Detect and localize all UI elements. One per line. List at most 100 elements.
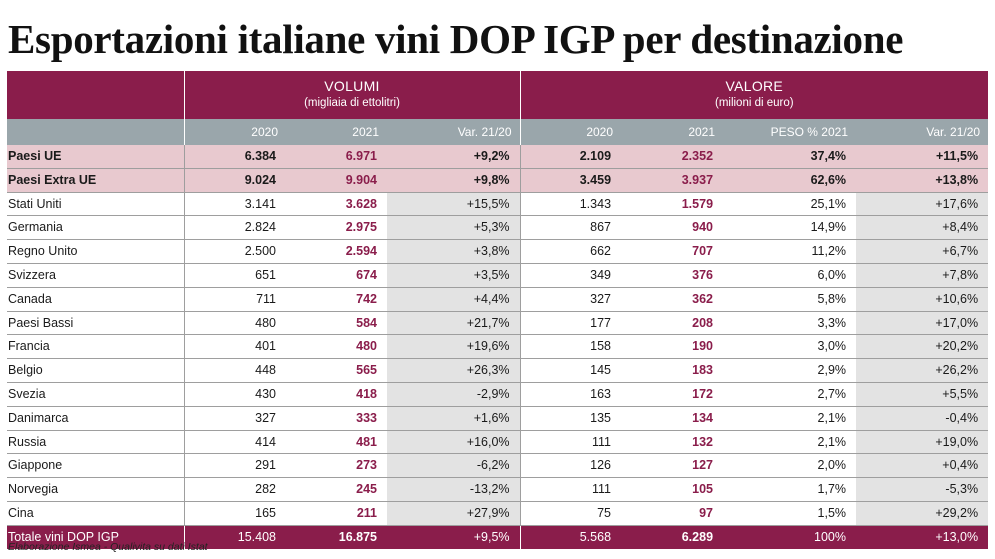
table-cell: +8,4%	[856, 215, 989, 241]
table-cell: 97	[621, 501, 724, 526]
table-body: Paesi UE 6.384 6.971 +9,2% 2.109 2.352 37,4% +1…	[7, 145, 989, 549]
volumi-unit: (migliaia di ettolitri)	[304, 97, 400, 109]
table-cell: 2,0%	[723, 453, 857, 479]
table-cell: +11,5%	[856, 145, 989, 169]
table-cell: 362	[621, 287, 724, 312]
table-cell: -2,9%	[387, 382, 521, 407]
table-cell: 430	[183, 382, 286, 407]
table-row: Norvegia 282 245 -13,2% 111 105 1,7% -5,3%	[7, 477, 989, 502]
table-cell: 2.109	[519, 145, 622, 169]
table-cell: +20,2%	[856, 334, 989, 360]
page-title: Esportazioni italiane vini DOP IGP per d…	[8, 16, 904, 62]
table-row: Regno Unito 2.500 2.594 +3,8% 662 707 11,2% +6,…	[7, 239, 989, 264]
table-cell: +26,2%	[856, 358, 989, 383]
table-cell: 1.343	[519, 192, 622, 217]
table-cell: 3.459	[519, 168, 622, 193]
table-cell: 448	[183, 358, 286, 383]
table-cell: 1,5%	[723, 501, 857, 526]
table-cell: 158	[519, 334, 622, 360]
table-cell: 75	[519, 501, 622, 526]
table-cell: 2.594	[286, 239, 387, 264]
table-cell: 2.975	[286, 215, 387, 241]
table-row: Germania 2.824 2.975 +5,3% 867 940 14,9% +8,4%	[7, 215, 989, 241]
table-cell: 100%	[723, 525, 857, 549]
column-header-val-var: Var. 21/20	[856, 119, 989, 145]
table-cell: 245	[286, 477, 387, 502]
table-cell: +4,4%	[387, 287, 521, 312]
column-header-val-2020: 2020	[519, 119, 622, 145]
table-cell: +27,9%	[387, 501, 521, 526]
table-cell: 25,1%	[723, 192, 857, 217]
table-cell: 584	[286, 311, 387, 336]
table-cell: 145	[519, 358, 622, 383]
table-cell: +0,4%	[856, 453, 989, 479]
table-row: Francia 401 480 +19,6% 158 190 3,0% +20,2%	[7, 334, 989, 360]
table-cell: -6,2%	[387, 453, 521, 479]
row-label: Paesi Extra UE	[7, 168, 184, 193]
table-cell: 135	[519, 406, 622, 431]
row-label: Paesi Bassi	[7, 311, 184, 336]
table-cell: 2,1%	[723, 406, 857, 431]
aggregate-row: Paesi Extra UE 9.024 9.904 +9,8% 3.459 3.937 6…	[7, 168, 989, 193]
table-cell: 3.937	[621, 168, 724, 193]
column-header-vol-var: Var. 21/20	[387, 119, 521, 145]
table-cell: 211	[286, 501, 387, 526]
table-cell: 565	[286, 358, 387, 383]
table-row: Danimarca 327 333 +1,6% 135 134 2,1% -0,4%	[7, 406, 989, 431]
table-row: Canada 711 742 +4,4% 327 362 5,8% +10,6%	[7, 287, 989, 312]
table-cell: -0,4%	[856, 406, 989, 431]
row-label: Totale vini DOP IGP	[7, 525, 184, 549]
table-row: Belgio 448 565 +26,3% 145 183 2,9% +26,2%	[7, 358, 989, 383]
table-row: Svizzera 651 674 +3,5% 349 376 6,0% +7,8%	[7, 263, 989, 288]
row-label: Francia	[7, 334, 184, 360]
row-label: Norvegia	[7, 477, 184, 502]
table-cell: +10,6%	[856, 287, 989, 312]
table-cell: 62,6%	[723, 168, 857, 193]
table-cell: 2.824	[183, 215, 286, 241]
table-cell: 349	[519, 263, 622, 288]
table-cell: 14,9%	[723, 215, 857, 241]
table-cell: +19,0%	[856, 430, 989, 455]
table-cell: +5,3%	[387, 215, 521, 241]
aggregate-row: Paesi UE 6.384 6.971 +9,2% 2.109 2.352 37,4% +1…	[7, 145, 989, 169]
table-row: Giappone 291 273 -6,2% 126 127 2,0% +0,4%	[7, 453, 989, 479]
table-cell: 9.904	[286, 168, 387, 193]
table-cell: 126	[519, 453, 622, 479]
total-row: Totale vini DOP IGP 15.408 16.875 +9,5% 5.56…	[7, 525, 989, 549]
row-label: Danimarca	[7, 406, 184, 431]
table-cell: +26,3%	[387, 358, 521, 383]
table-cell: 273	[286, 453, 387, 479]
table-cell: 401	[183, 334, 286, 360]
table-cell: +17,6%	[856, 192, 989, 217]
table-cell: +9,8%	[387, 168, 521, 193]
table-cell: 376	[621, 263, 724, 288]
valore-title: VALORE	[725, 78, 784, 94]
table-cell: +13,0%	[856, 525, 989, 549]
group-header-row: VOLUMI (migliaia di ettolitri) VALORE (m…	[7, 71, 989, 119]
table-cell: +9,2%	[387, 145, 521, 169]
table-cell: 3.141	[183, 192, 286, 217]
row-label: Canada	[7, 287, 184, 312]
table-cell: +19,6%	[387, 334, 521, 360]
column-header-vol-2020: 2020	[183, 119, 286, 145]
row-label: Germania	[7, 215, 184, 241]
table-cell: 37,4%	[723, 145, 857, 169]
table-cell: 6.289	[621, 525, 724, 549]
table-cell: 177	[519, 311, 622, 336]
table-cell: 183	[621, 358, 724, 383]
table-cell: +29,2%	[856, 501, 989, 526]
table-row: Paesi Bassi 480 584 +21,7% 177 208 3,3% +17,0%	[7, 311, 989, 336]
table-cell: 3.628	[286, 192, 387, 217]
volumi-title: VOLUMI	[324, 78, 380, 94]
table-cell: 3,0%	[723, 334, 857, 360]
column-header-peso: PESO % 2021	[723, 119, 857, 145]
valore-group-header: VALORE (milioni di euro)	[519, 71, 989, 119]
table-cell: 480	[183, 311, 286, 336]
table-cell: 291	[183, 453, 286, 479]
table-cell: 5.568	[519, 525, 622, 549]
row-label: Stati Uniti	[7, 192, 184, 217]
table-cell: +7,8%	[856, 263, 989, 288]
table-cell: 418	[286, 382, 387, 407]
table-cell: +6,7%	[856, 239, 989, 264]
table-cell: 16.875	[286, 525, 387, 549]
